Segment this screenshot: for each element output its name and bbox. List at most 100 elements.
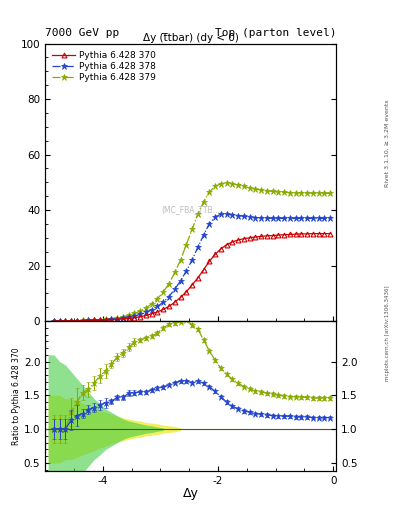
Pythia 6.428 370: [63, 318, 68, 324]
Pythia 6.428 379: [63, 318, 68, 324]
Pythia 6.428 370: [310, 230, 315, 237]
Pythia 6.428 370: [247, 234, 252, 241]
Pythia 6.428 370: [149, 311, 154, 317]
Pythia 6.428 378: [224, 211, 229, 217]
Pythia 6.428 379: [276, 189, 281, 195]
Pythia 6.428 370: [259, 233, 264, 240]
Pythia 6.428 370: [184, 289, 189, 295]
Pythia 6.428 379: [270, 188, 275, 195]
Pythia 6.428 370: [155, 309, 160, 315]
Pythia 6.428 370: [219, 246, 223, 252]
Pythia 6.428 379: [253, 186, 258, 193]
Pythia 6.428 379: [293, 190, 298, 196]
Pythia 6.428 378: [195, 244, 200, 250]
Pythia 6.428 379: [230, 181, 235, 187]
Pythia 6.428 378: [259, 215, 264, 221]
Line: Pythia 6.428 378: Pythia 6.428 378: [50, 211, 334, 325]
Pythia 6.428 370: [167, 303, 171, 309]
Pythia 6.428 379: [328, 190, 332, 197]
Pythia 6.428 370: [103, 317, 108, 323]
Pythia 6.428 370: [51, 318, 56, 324]
Y-axis label: Ratio to Pythia 6.428 370: Ratio to Pythia 6.428 370: [12, 347, 21, 445]
Pythia 6.428 378: [299, 215, 304, 221]
Pythia 6.428 370: [201, 267, 206, 273]
Pythia 6.428 379: [138, 308, 143, 314]
Pythia 6.428 370: [161, 306, 165, 312]
Pythia 6.428 378: [305, 215, 310, 221]
Text: Rivet 3.1.10, ≥ 3.2M events: Rivet 3.1.10, ≥ 3.2M events: [385, 99, 389, 187]
Pythia 6.428 378: [143, 309, 148, 315]
Pythia 6.428 379: [219, 181, 223, 187]
Pythia 6.428 378: [213, 214, 217, 220]
Pythia 6.428 378: [219, 211, 223, 217]
Pythia 6.428 379: [322, 190, 327, 197]
Pythia 6.428 379: [167, 281, 171, 287]
Pythia 6.428 378: [132, 313, 137, 319]
Pythia 6.428 378: [190, 257, 195, 263]
Pythia 6.428 370: [270, 232, 275, 239]
Pythia 6.428 379: [92, 317, 97, 323]
Pythia 6.428 379: [264, 188, 269, 194]
Pythia 6.428 379: [80, 317, 85, 324]
Pythia 6.428 370: [264, 233, 269, 239]
Pythia 6.428 370: [121, 316, 125, 322]
Pythia 6.428 370: [132, 315, 137, 321]
Pythia 6.428 378: [328, 215, 332, 221]
Pythia 6.428 378: [293, 215, 298, 221]
Pythia 6.428 370: [316, 230, 321, 237]
Pythia 6.428 379: [282, 189, 286, 196]
Pythia 6.428 378: [184, 268, 189, 274]
Pythia 6.428 379: [126, 312, 131, 318]
Legend: Pythia 6.428 370, Pythia 6.428 378, Pythia 6.428 379: Pythia 6.428 370, Pythia 6.428 378, Pyth…: [50, 48, 158, 85]
Pythia 6.428 379: [143, 305, 148, 311]
Pythia 6.428 370: [322, 230, 327, 237]
Pythia 6.428 370: [230, 239, 235, 245]
Pythia 6.428 378: [115, 315, 119, 322]
Pythia 6.428 378: [270, 215, 275, 221]
Pythia 6.428 379: [173, 269, 177, 275]
Pythia 6.428 370: [242, 236, 246, 242]
Pythia 6.428 378: [264, 215, 269, 221]
Pythia 6.428 379: [155, 296, 160, 302]
Pythia 6.428 370: [213, 251, 217, 258]
Pythia 6.428 370: [115, 316, 119, 323]
Pythia 6.428 370: [207, 258, 212, 264]
Title: Δy (t̅tbar) (dy < 0): Δy (t̅tbar) (dy < 0): [143, 33, 239, 42]
Pythia 6.428 370: [126, 315, 131, 322]
Pythia 6.428 370: [69, 318, 73, 324]
Pythia 6.428 379: [207, 189, 212, 195]
Pythia 6.428 370: [80, 317, 85, 324]
Pythia 6.428 379: [195, 211, 200, 217]
Pythia 6.428 378: [161, 299, 165, 305]
Pythia 6.428 378: [201, 232, 206, 238]
Text: (MC_FBA_TTB...: (MC_FBA_TTB...: [161, 205, 220, 215]
Pythia 6.428 370: [57, 318, 62, 324]
Pythia 6.428 379: [259, 187, 264, 193]
Pythia 6.428 378: [247, 214, 252, 220]
Pythia 6.428 379: [288, 189, 292, 196]
Pythia 6.428 378: [121, 315, 125, 321]
Line: Pythia 6.428 370: Pythia 6.428 370: [51, 231, 333, 324]
Pythia 6.428 378: [86, 317, 91, 324]
Pythia 6.428 378: [167, 293, 171, 300]
Pythia 6.428 370: [282, 231, 286, 238]
Pythia 6.428 370: [293, 231, 298, 237]
Line: Pythia 6.428 379: Pythia 6.428 379: [50, 179, 334, 325]
Pythia 6.428 370: [288, 231, 292, 238]
Pythia 6.428 378: [126, 314, 131, 320]
Pythia 6.428 379: [213, 183, 217, 189]
Pythia 6.428 379: [247, 185, 252, 191]
Pythia 6.428 379: [201, 199, 206, 205]
X-axis label: Δy: Δy: [183, 487, 198, 500]
Pythia 6.428 379: [316, 190, 321, 197]
Pythia 6.428 379: [149, 301, 154, 307]
Pythia 6.428 379: [236, 182, 241, 188]
Pythia 6.428 378: [75, 317, 79, 324]
Text: mcplots.cern.ch [arXiv:1306.3436]: mcplots.cern.ch [arXiv:1306.3436]: [385, 285, 389, 380]
Pythia 6.428 379: [310, 190, 315, 196]
Pythia 6.428 378: [155, 303, 160, 309]
Pythia 6.428 370: [86, 317, 91, 324]
Pythia 6.428 370: [253, 234, 258, 240]
Pythia 6.428 379: [86, 317, 91, 324]
Pythia 6.428 379: [97, 316, 102, 323]
